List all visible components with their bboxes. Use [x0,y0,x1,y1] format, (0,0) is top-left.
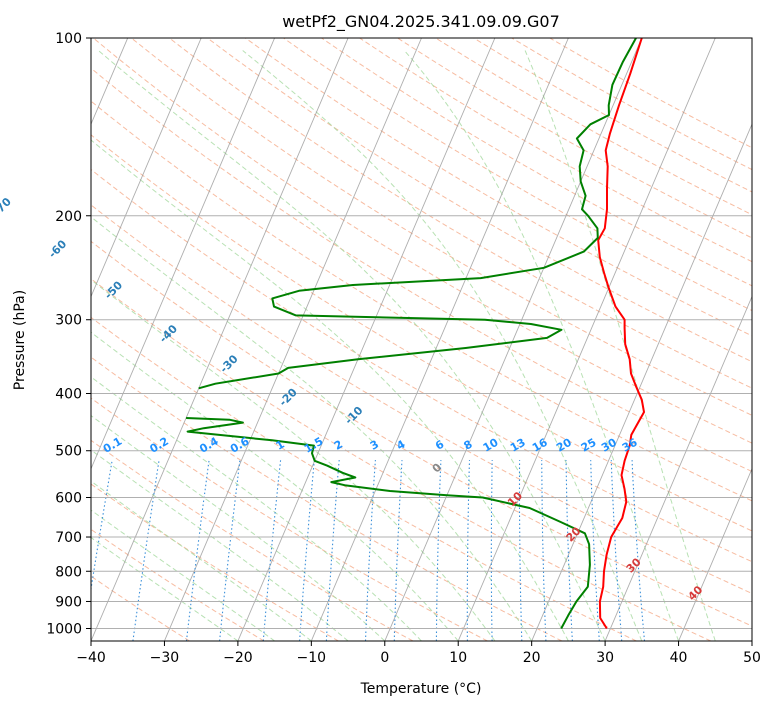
x-tick-label: 20 [523,650,541,666]
dry-adiabat [91,278,712,641]
y-tick-label: 700 [55,530,82,546]
isotherm [384,38,643,641]
mixing-ratio-line [132,460,160,641]
dry-adiabat [435,38,752,216]
x-tick-label: 30 [596,650,614,666]
sounding-profiles [186,38,645,630]
plot-background [91,38,752,641]
dry-adiabat [283,38,752,312]
dry-adiabat [549,38,752,149]
x-tick-label: −10 [297,650,327,666]
dry-adiabat [207,38,752,363]
x-tick-label: −20 [223,650,253,666]
y-tick-label: 400 [55,387,82,403]
isotherm [310,38,569,641]
series-line-2 [186,417,591,629]
isotherm [604,295,752,641]
dry-adiabat [91,134,752,532]
dry-adiabat [511,38,752,171]
chart-title: wetPf2_GN04.2025.341.09.09.G07 [282,12,560,32]
x-tick-label: 10 [449,650,467,666]
mixing-ratio-line [91,460,113,593]
moist-adiabat [91,139,569,641]
moist-adiabat [524,50,716,641]
dry-adiabat [91,240,752,627]
y-axis-label: Pressure (hPa) [12,290,28,390]
x-tick-label: 40 [670,650,688,666]
moist-adiabat [98,50,606,641]
dry-adiabat [397,38,752,239]
y-tick-label: 500 [55,444,82,460]
moist-adiabat [242,50,643,641]
isotherm [91,38,276,470]
series-line-0 [597,38,645,630]
moist-adiabat [91,449,349,641]
dry-adiabat [91,528,265,641]
isotherm [237,38,496,641]
plot-area: -100-90-80-70-60-50-40-30-20-10010203040… [0,37,753,642]
x-tick-label: −30 [150,650,180,666]
dry-adiabat [321,38,752,287]
background-lines [91,38,752,641]
dry-adiabat [91,100,752,502]
isotherm-label: -60 [46,237,69,260]
y-axis: 100 200 300 400 500 600 700 800 900 1000 [46,31,91,637]
moist-adiabat [91,414,386,641]
x-axis-label: Temperature (°C) [360,681,482,697]
series-line-1 [198,38,637,390]
dry-adiabat [168,38,752,389]
dry-adiabat [91,67,752,473]
y-tick-label: 800 [55,564,82,580]
y-tick-label: 300 [55,313,82,329]
y-tick-label: 1000 [46,621,82,637]
y-tick-label: 600 [55,490,82,506]
dry-adiabat [91,316,637,641]
dry-adiabat [91,204,752,595]
moist-adiabat [91,376,422,641]
isotherm [91,38,349,641]
isotherm [678,467,752,641]
dry-adiabat [130,38,752,416]
y-tick-label: 100 [55,31,82,47]
moist-adiabat [91,216,533,641]
y-tick-label: 900 [55,594,82,610]
moist-adiabat [91,536,239,641]
x-axis: −40 −30 −20 −10 0 10 20 30 40 50 [76,641,761,666]
isotherm-label: -70 [0,195,14,218]
dry-adiabat [92,38,752,444]
isotherm [457,38,716,641]
isotherm [531,122,752,641]
x-tick-label: −40 [76,650,106,666]
moist-adiabat [91,279,496,641]
x-tick-label: 50 [743,650,761,666]
pressure-grid [91,38,752,629]
plot-frame [90,37,753,642]
dry-adiabat [91,168,752,563]
x-tick-label: 0 [380,650,389,666]
isotherm [91,38,202,298]
isotherm [751,639,752,641]
isotherm [163,38,422,641]
y-tick-label: 200 [55,209,82,225]
